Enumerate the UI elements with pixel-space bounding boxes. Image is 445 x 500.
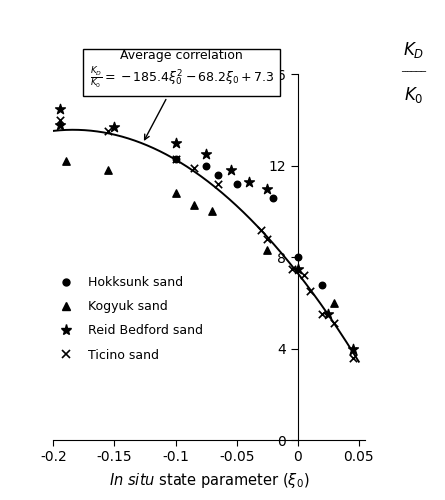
Point <box>62 157 69 165</box>
Point <box>111 123 118 131</box>
Point <box>263 184 271 192</box>
Point <box>263 235 271 243</box>
Point <box>172 139 179 147</box>
Point <box>258 226 265 234</box>
Legend: Hokksunk sand, Kogyuk sand, Reid Bedford sand, Ticino sand: Hokksunk sand, Kogyuk sand, Reid Bedford… <box>53 276 203 362</box>
Point <box>233 180 240 188</box>
Point <box>349 344 356 352</box>
Point <box>56 120 63 128</box>
Point <box>172 155 179 163</box>
Point <box>263 246 271 254</box>
Point <box>56 116 63 124</box>
Text: Average correlation
$\frac{K_D}{K_0} = -185.4\xi_0^2 - 68.2\xi_0 + 7.3$: Average correlation $\frac{K_D}{K_0} = -… <box>89 49 274 140</box>
Point <box>349 347 356 355</box>
Text: $K_D$: $K_D$ <box>403 40 425 60</box>
Point <box>349 354 356 362</box>
Point <box>319 280 326 288</box>
Point <box>294 264 301 272</box>
Point <box>306 288 313 296</box>
Text: ─────: ───── <box>401 66 426 76</box>
Text: $K_0$: $K_0$ <box>404 85 424 105</box>
Point <box>215 180 222 188</box>
Point <box>215 171 222 179</box>
Point <box>202 162 210 170</box>
Point <box>294 253 301 261</box>
Point <box>270 194 277 202</box>
Point <box>190 200 198 208</box>
Point <box>56 104 63 112</box>
Point <box>319 310 326 318</box>
Point <box>331 320 338 328</box>
Point <box>300 272 307 280</box>
Point <box>227 166 234 174</box>
Point <box>105 166 112 174</box>
Point <box>105 128 112 136</box>
Point <box>172 189 179 197</box>
Point <box>190 164 198 172</box>
Point <box>202 150 210 158</box>
Point <box>245 178 252 186</box>
Point <box>288 264 295 272</box>
Point <box>209 208 216 216</box>
Text: $\it{In\ situ}$ state parameter ($\xi_0$): $\it{In\ situ}$ state parameter ($\xi_0$… <box>109 470 309 490</box>
Point <box>325 310 332 318</box>
Point <box>331 299 338 307</box>
Point <box>172 155 179 163</box>
